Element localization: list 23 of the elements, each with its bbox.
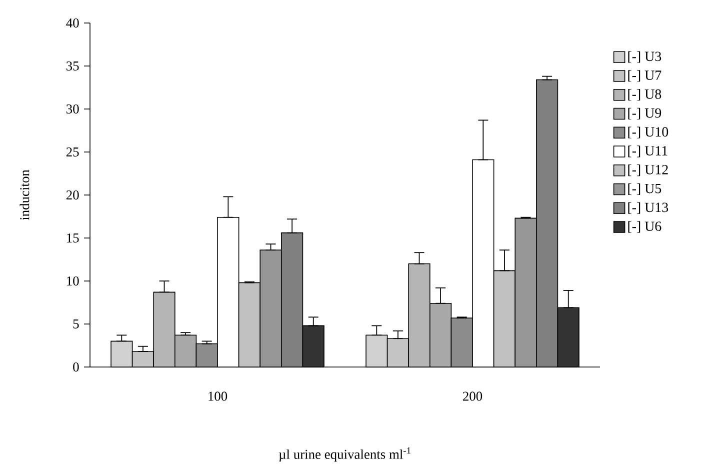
legend-label: [-] U8 xyxy=(628,89,662,101)
y-axis-title: induciton xyxy=(20,170,30,220)
x-tick-label: 100 xyxy=(208,392,228,401)
y-tick-label: 5 xyxy=(73,320,79,328)
y-tick-label: 20 xyxy=(66,190,79,200)
y-tick-label: 30 xyxy=(66,104,79,114)
y-tick-label: 0 xyxy=(73,362,79,372)
legend-label: [-] U10 xyxy=(628,126,668,138)
legend-label: [-] U5 xyxy=(628,183,662,195)
legend-label: [-] U9 xyxy=(628,108,662,120)
legend-label: [-] U13 xyxy=(628,202,668,214)
legend-label: [-] U12 xyxy=(628,164,668,176)
legend-label: [-] U3 xyxy=(628,51,662,63)
y-tick-label: 35 xyxy=(66,61,79,70)
y-tick-label: 10 xyxy=(67,276,79,286)
legend-label: [-] U6 xyxy=(628,221,662,233)
y-tick-label: 40 xyxy=(66,18,79,28)
legend-label: [-] U11 xyxy=(628,146,668,158)
y-tick-label: 25 xyxy=(66,147,79,156)
x-tick-label: 200 xyxy=(463,392,482,401)
x-axis-title: µl urine equivalents ml$^{-1}$ xyxy=(278,447,410,462)
y-tick-label: 15 xyxy=(67,233,79,242)
legend-label: [-] U7 xyxy=(628,70,662,82)
